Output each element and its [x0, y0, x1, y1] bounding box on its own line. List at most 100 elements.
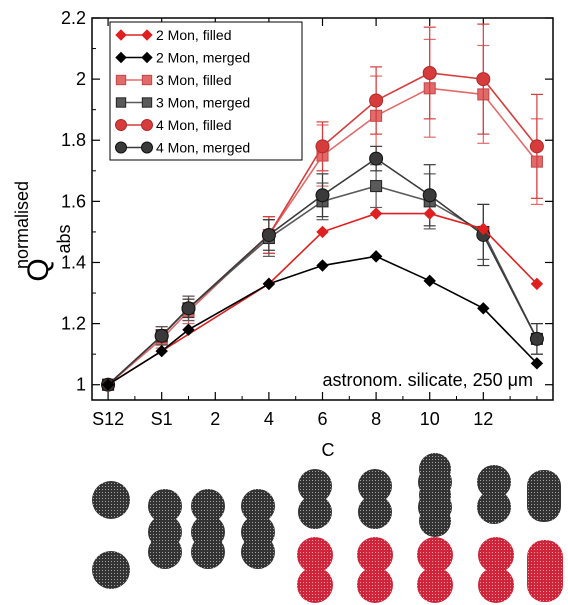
- monomer: [358, 495, 392, 529]
- data-point: [181, 301, 196, 316]
- data-point: [422, 66, 437, 81]
- monomer: [478, 537, 514, 573]
- y-tick-label: 1.2: [61, 314, 86, 334]
- data-point: [529, 139, 544, 154]
- x-tick-label: 4: [264, 409, 274, 429]
- x-tick-label: 10: [420, 409, 440, 429]
- data-point: [423, 207, 436, 220]
- data-point: [369, 207, 383, 220]
- y-axis-title: Q abs normalised: [12, 181, 74, 282]
- data-point: [476, 72, 491, 87]
- series-line: [107, 212, 538, 386]
- monomer: [417, 537, 453, 573]
- legend-label: 3 Mon, filled: [156, 72, 231, 88]
- legend-marker: [141, 141, 153, 154]
- data-point: [529, 331, 544, 346]
- data-point: [369, 250, 383, 263]
- legend-marker: [141, 119, 153, 131]
- monomer: [298, 495, 332, 529]
- monomer: [297, 537, 333, 573]
- y-axis-title-subscript: abs: [54, 224, 74, 253]
- data-point: [316, 259, 329, 272]
- data-point: [155, 344, 168, 358]
- data-point: [423, 274, 436, 288]
- legend-item: 3 Mon, filled: [115, 72, 231, 88]
- monomer: [297, 567, 333, 603]
- data-point: [370, 180, 383, 193]
- monomer: [241, 535, 275, 569]
- legend-item: 4 Mon, filled: [115, 117, 231, 133]
- data-point: [369, 151, 384, 166]
- data-point: [316, 225, 329, 239]
- monomer: [418, 490, 452, 524]
- monomer: [92, 481, 130, 519]
- monomer: [527, 470, 561, 522]
- monomer: [148, 489, 182, 523]
- legend-marker: [141, 29, 153, 41]
- series-line: [107, 255, 538, 386]
- y-tick-label: 1.6: [61, 191, 86, 211]
- annotation-text: astronom. silicate, 250 μm: [323, 370, 533, 390]
- legend-marker: [115, 51, 127, 64]
- monomer: [92, 551, 130, 589]
- x-tick-label: 12: [473, 409, 493, 429]
- monomer: [148, 535, 182, 569]
- legend-label: 4 Mon, filled: [156, 117, 231, 133]
- x-tick-label: 6: [317, 409, 327, 429]
- legend-marker: [115, 74, 127, 86]
- monomer: [191, 535, 225, 569]
- series-2: [101, 250, 544, 391]
- aggregate-2-mon: [298, 469, 332, 529]
- legend-item: 4 Mon, merged: [115, 140, 250, 156]
- plot-frame: [91, 17, 554, 401]
- data-point: [154, 328, 169, 343]
- legend-marker: [115, 119, 127, 131]
- aggregate-2-mon: [358, 469, 392, 529]
- legend-item: 2 Mon, merged: [115, 50, 250, 66]
- data-point: [315, 188, 330, 203]
- data-point: [261, 227, 276, 242]
- y-tick-label: 2: [76, 69, 86, 89]
- data-point: [182, 323, 195, 336]
- monomer: [298, 469, 332, 503]
- y-axis-title-main: Q: [22, 258, 55, 281]
- monomer: [358, 469, 392, 503]
- x-tick-label: S1: [151, 409, 173, 429]
- x-axis-title: C: [322, 440, 335, 460]
- series-layer: [101, 23, 544, 392]
- aggregate-1-mon: [92, 481, 130, 519]
- monomer: [478, 567, 514, 603]
- data-point: [477, 222, 490, 236]
- legend: 2 Mon, filled 2 Mon, merged 3 Mon, filled 3…: [109, 21, 303, 161]
- legend-label: 3 Mon, merged: [156, 95, 250, 111]
- y-axis-title-superscript: normalised: [12, 181, 32, 269]
- data-point: [262, 277, 276, 291]
- monomer: [357, 567, 393, 603]
- series-6: [101, 145, 544, 392]
- legend-marker: [115, 141, 127, 154]
- legend-label: 2 Mon, filled: [156, 27, 231, 43]
- legend-label: 4 Mon, merged: [156, 140, 250, 156]
- monomer: [417, 567, 453, 603]
- x-tick-label: 8: [371, 409, 381, 429]
- data-point: [369, 93, 384, 108]
- x-tick-label: S12: [92, 409, 124, 429]
- y-tick-label: 2.2: [61, 8, 86, 28]
- data-point: [101, 378, 115, 391]
- legend-marker: [141, 74, 153, 86]
- legend-item: 3 Mon, merged: [115, 95, 250, 111]
- monomer: [241, 489, 275, 523]
- data-point: [530, 357, 544, 370]
- legend-marker: [141, 51, 153, 64]
- monomer: [477, 465, 511, 499]
- x-tick-label: 2: [210, 409, 220, 429]
- data-point: [422, 188, 437, 203]
- legend-item: 2 Mon, filled: [115, 27, 231, 43]
- legend-marker: [115, 29, 127, 41]
- monomer: [418, 465, 452, 499]
- y-tick-label: 1.4: [61, 252, 86, 272]
- legend-label: 2 Mon, merged: [156, 50, 250, 66]
- y-tick-label: 1: [76, 375, 86, 395]
- data-point: [477, 302, 490, 315]
